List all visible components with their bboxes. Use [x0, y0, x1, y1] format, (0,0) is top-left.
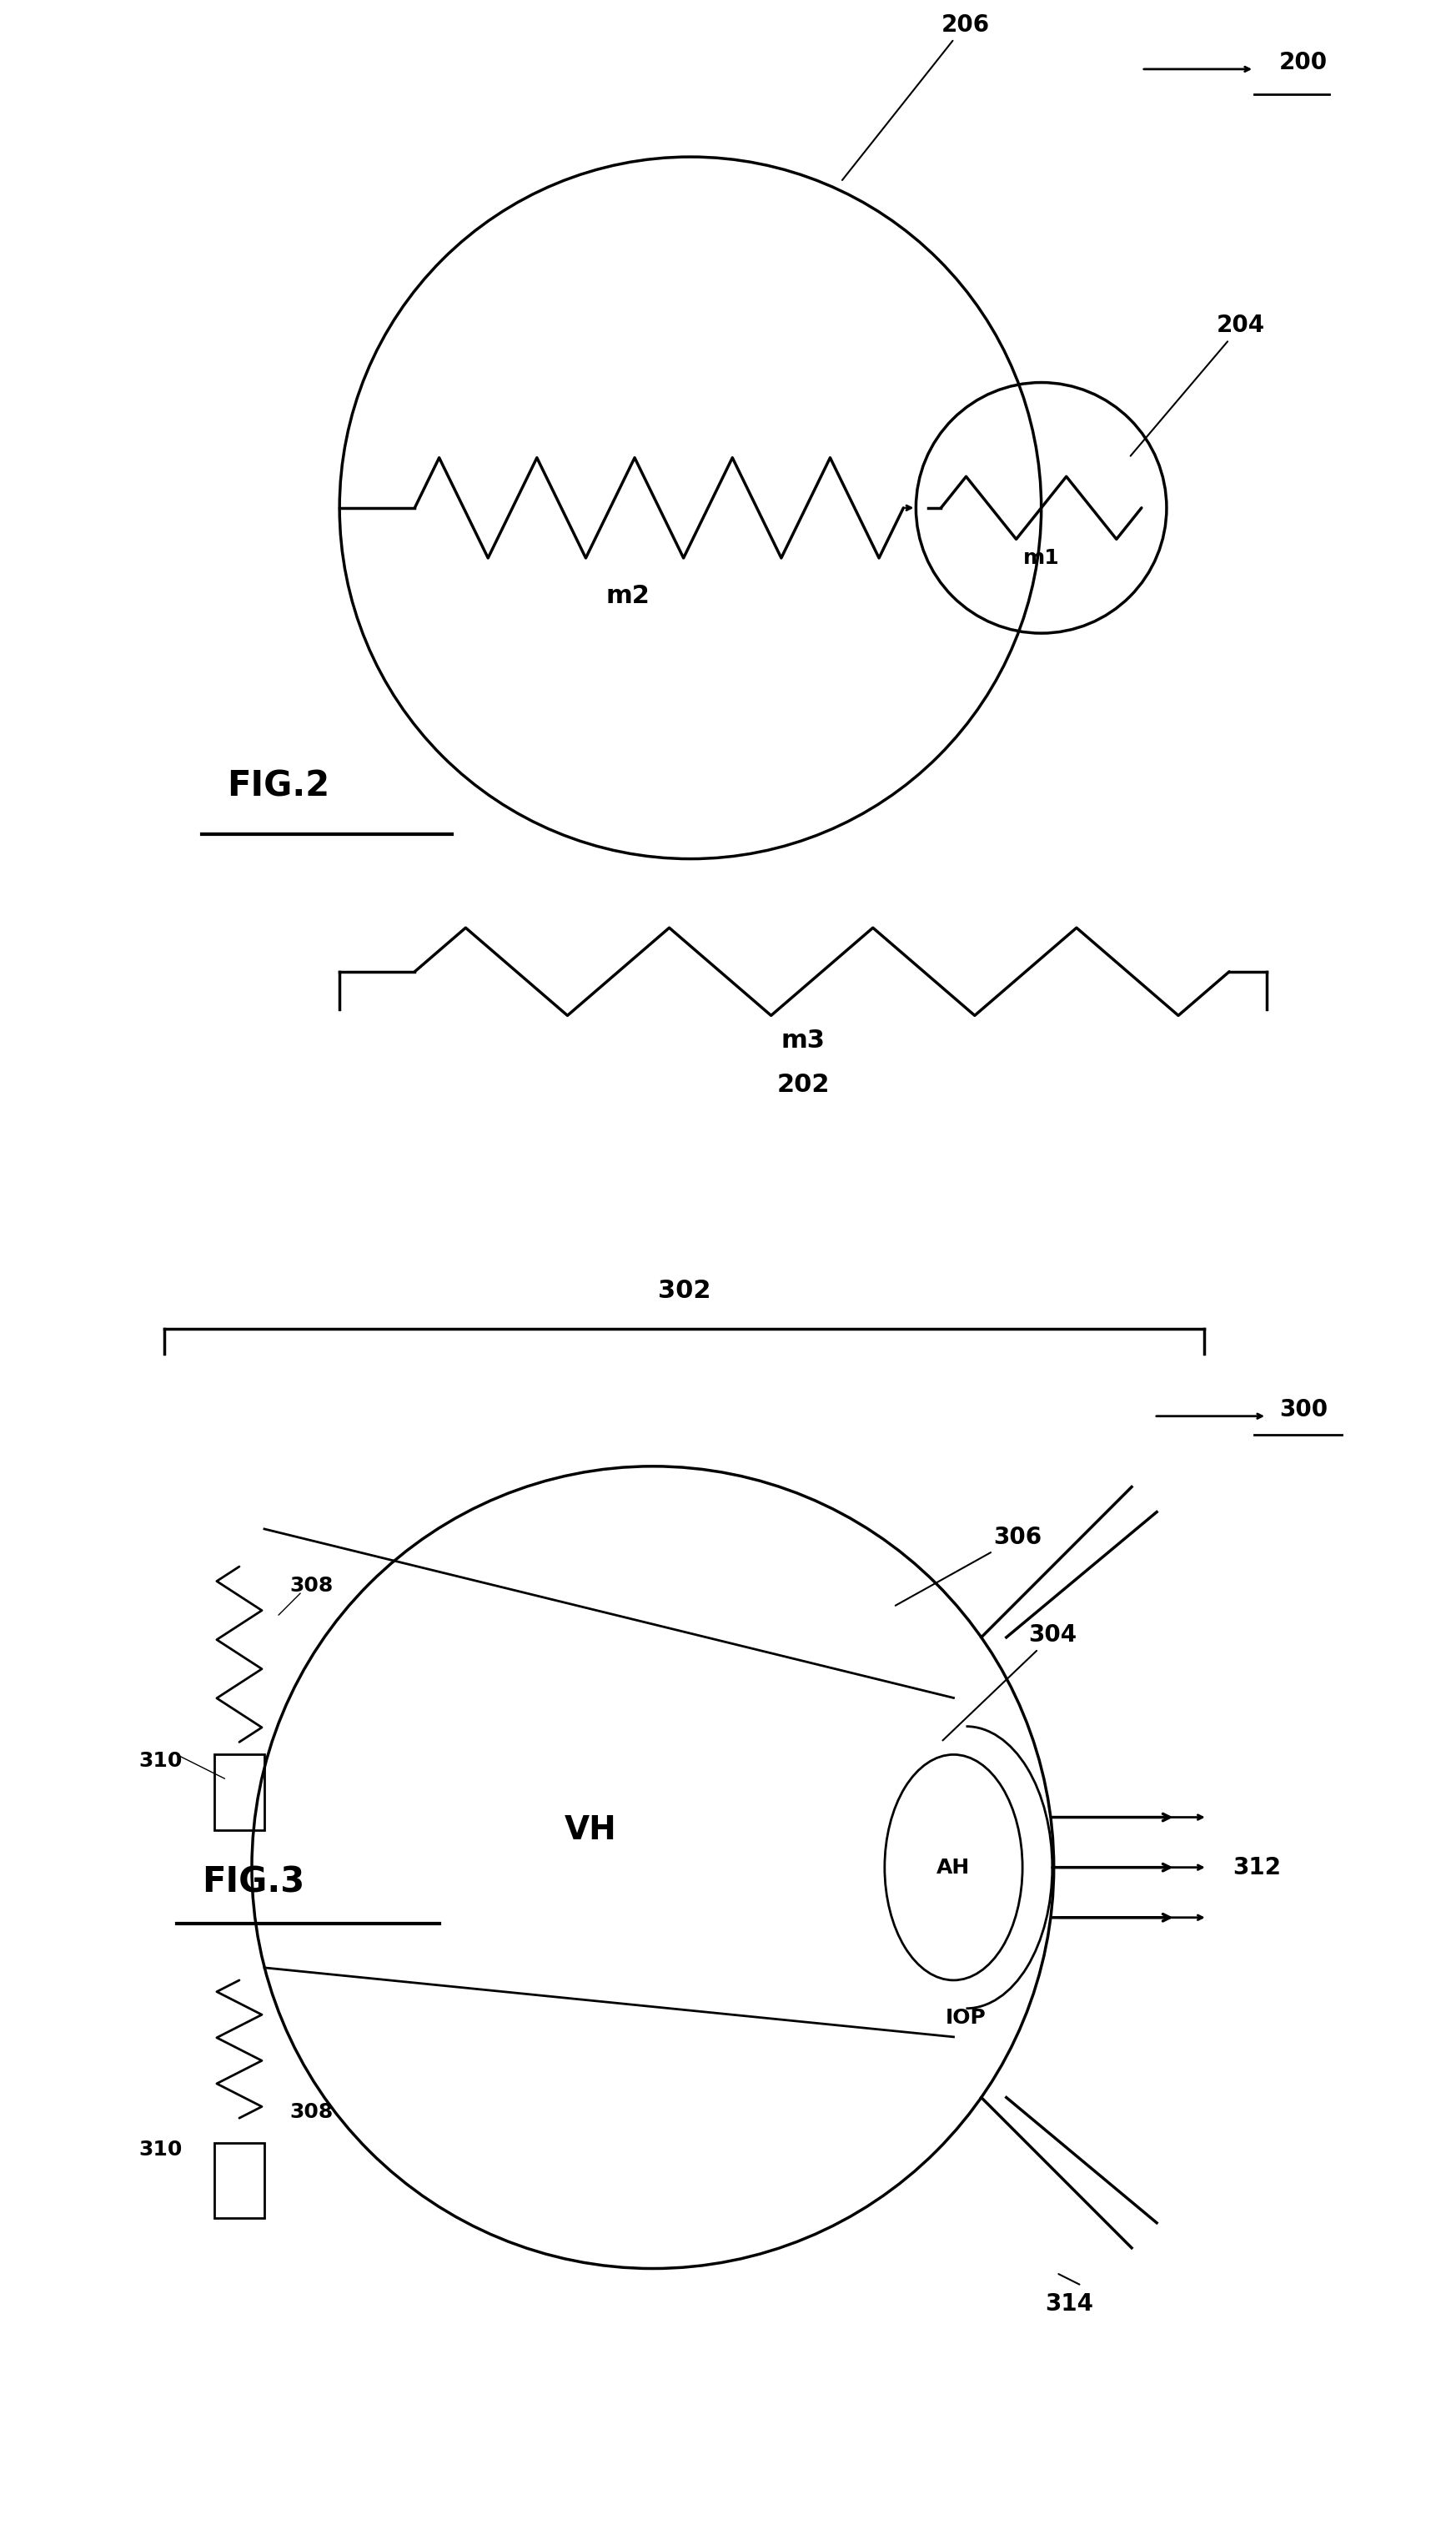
- Text: 306: 306: [895, 1525, 1042, 1606]
- Text: FIG.3: FIG.3: [202, 1866, 304, 1899]
- Text: IOP: IOP: [946, 2007, 986, 2028]
- Text: 202: 202: [776, 1073, 830, 1096]
- Text: m1: m1: [1024, 548, 1060, 568]
- Bar: [214, 1755, 265, 1831]
- Text: 308: 308: [290, 2103, 333, 2124]
- Text: 300: 300: [1280, 1399, 1328, 1422]
- Text: 206: 206: [842, 13, 990, 179]
- Text: 302: 302: [658, 1278, 711, 1303]
- Text: 312: 312: [1232, 1856, 1281, 1879]
- Text: 308: 308: [290, 1576, 333, 1596]
- Text: m3: m3: [780, 1028, 826, 1053]
- Text: FIG.2: FIG.2: [227, 768, 329, 803]
- Text: 304: 304: [942, 1624, 1077, 1740]
- Text: m2: m2: [606, 583, 649, 609]
- Bar: [214, 2144, 265, 2219]
- Text: VH: VH: [563, 1813, 616, 1846]
- Text: 204: 204: [1130, 313, 1265, 457]
- Text: 310: 310: [138, 2139, 182, 2159]
- Text: 310: 310: [138, 1752, 182, 1773]
- Text: AH: AH: [936, 1858, 970, 1879]
- Text: 314: 314: [1045, 2293, 1093, 2315]
- Text: 200: 200: [1280, 50, 1328, 76]
